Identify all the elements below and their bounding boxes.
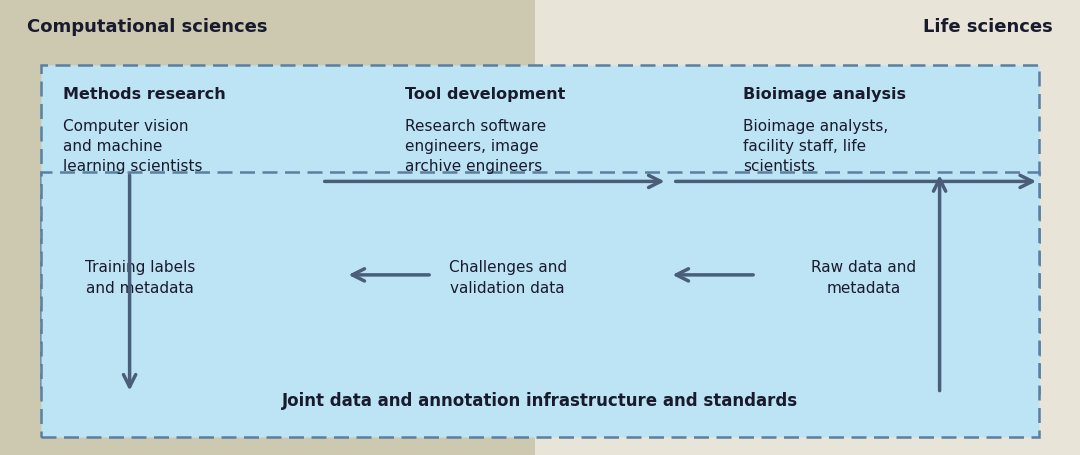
Text: Tool development: Tool development <box>405 86 565 101</box>
Text: Raw data and
metadata: Raw data and metadata <box>811 260 917 295</box>
Bar <box>41 173 1039 437</box>
Text: Computational sciences: Computational sciences <box>27 18 268 36</box>
Text: Computer vision
and machine
learning scientists: Computer vision and machine learning sci… <box>63 118 202 174</box>
Text: Methods research: Methods research <box>63 86 226 101</box>
Text: Challenges and
validation data: Challenges and validation data <box>448 260 567 295</box>
Text: Training labels
and metadata: Training labels and metadata <box>85 260 195 295</box>
Bar <box>41 66 1039 394</box>
Bar <box>535 0 1080 455</box>
Text: Bioimage analysis: Bioimage analysis <box>743 86 906 101</box>
Text: Bioimage analysts,
facility staff, life
scientists: Bioimage analysts, facility staff, life … <box>743 118 888 174</box>
Text: Joint data and annotation infrastructure and standards: Joint data and annotation infrastructure… <box>282 392 798 410</box>
Text: Life sciences: Life sciences <box>923 18 1053 36</box>
Text: Research software
engineers, image
archive engineers: Research software engineers, image archi… <box>405 118 546 174</box>
Bar <box>0 0 535 455</box>
